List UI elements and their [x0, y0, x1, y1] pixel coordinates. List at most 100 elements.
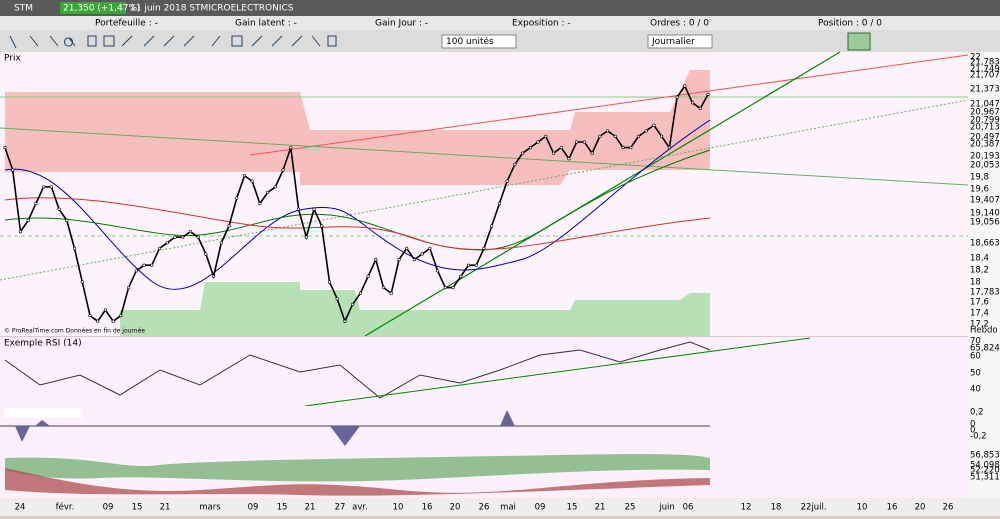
status-bar	[0, 16, 1000, 30]
price-point	[675, 95, 679, 99]
rsi-panel	[0, 337, 968, 406]
price-line	[4, 84, 709, 324]
date-label: 09	[535, 503, 546, 513]
price-point	[551, 151, 556, 155]
axis-label: 19,140	[970, 209, 1000, 219]
price-point	[173, 235, 177, 239]
price-point	[18, 230, 23, 234]
price-point	[451, 286, 455, 290]
price-point	[482, 246, 486, 250]
axis-label: 52,220	[970, 466, 1000, 476]
title: 11 juin 2018 STMICROELECTRONICS	[130, 4, 294, 14]
price-point	[103, 308, 108, 312]
axis-label: 18	[970, 278, 981, 288]
price-point	[605, 129, 610, 133]
price-point	[258, 202, 262, 206]
price-point	[636, 134, 641, 138]
status: Gain latent : -	[235, 19, 297, 29]
quantity: 100 unités	[446, 36, 494, 47]
status: Gain Jour : -	[375, 19, 428, 29]
price-point	[466, 263, 471, 267]
price-point	[57, 207, 61, 211]
date-label: 21	[305, 503, 316, 513]
axis-label: 0,2	[970, 408, 984, 418]
price-point	[250, 179, 254, 183]
axis-label: 40	[970, 385, 981, 395]
axis-label: 54,098	[970, 461, 1000, 471]
price-point	[335, 297, 339, 301]
price-point	[652, 123, 656, 127]
axis-label: 20,193	[970, 152, 1000, 162]
price-point	[196, 235, 200, 239]
date-label: 16	[422, 503, 433, 513]
axis-label: 21,783	[970, 58, 1000, 68]
price-point	[366, 274, 370, 279]
axis-label: 50	[970, 369, 981, 379]
price-point	[405, 246, 409, 250]
date-label: juin	[658, 503, 675, 513]
price-point	[296, 207, 301, 211]
price-point	[358, 291, 362, 295]
axis-label: 20,799	[970, 116, 1000, 126]
moving-average	[4, 197, 711, 251]
price-point	[211, 274, 216, 279]
axis-label: 21,707	[970, 71, 1000, 81]
date-label: 18	[771, 503, 782, 513]
axis-label: 20,967	[970, 108, 1000, 118]
price-point	[227, 224, 231, 228]
quote: 21,350 (+1,47%)	[63, 4, 141, 14]
date-label: 10	[857, 503, 868, 513]
lower-band	[120, 282, 710, 336]
price-point	[505, 179, 509, 183]
axis-label: 17,4	[970, 309, 989, 319]
quantity-select[interactable]	[441, 34, 517, 49]
price-point	[304, 235, 308, 239]
price-point	[157, 246, 162, 250]
price-point	[343, 319, 347, 323]
price-point	[42, 185, 46, 189]
price-point	[544, 134, 548, 138]
date-label: mars	[199, 503, 221, 513]
date-label: 26	[479, 503, 490, 513]
price-point	[111, 319, 115, 323]
trend-line	[0, 99, 969, 281]
date-axis	[0, 498, 1000, 516]
symbol[interactable]: STM	[14, 4, 33, 14]
axis-label: 20,713	[970, 123, 1000, 133]
status: Portefeuille : -	[95, 19, 158, 29]
axis-label: 19,6	[970, 185, 989, 195]
price-point	[598, 134, 602, 138]
price-point	[436, 269, 440, 273]
axis-label: 21,373	[970, 85, 1000, 95]
axis-label: 0	[970, 420, 975, 430]
period-select[interactable]	[647, 34, 713, 49]
axis-label: 19,407	[970, 196, 1000, 206]
period: Journalier	[651, 37, 695, 47]
price-point	[3, 146, 7, 150]
price-point	[312, 207, 316, 211]
date-label: 15	[277, 503, 288, 513]
tool-icons[interactable]	[9, 35, 337, 49]
axis-label: 65,824	[970, 344, 1000, 354]
axis-label: 20,497	[970, 133, 1000, 143]
price-point	[536, 140, 540, 144]
cloud	[5, 468, 710, 496]
price-point	[389, 291, 393, 295]
panel-title: Exemple RSI (14)	[4, 339, 82, 349]
price-point	[11, 168, 15, 172]
cloud	[5, 454, 710, 482]
price-point	[644, 129, 648, 133]
date-label: 09	[248, 503, 259, 513]
price-point	[667, 146, 671, 150]
input[interactable]	[4, 408, 82, 418]
price-point	[690, 101, 695, 105]
price-point	[520, 151, 525, 155]
axis-label: 18,2	[970, 266, 989, 276]
price-point	[381, 286, 386, 290]
price-point	[374, 258, 378, 262]
price-point	[219, 241, 223, 245]
date-label: 15	[567, 503, 578, 513]
mode-button[interactable]	[847, 32, 871, 51]
value-axis	[968, 52, 1000, 498]
